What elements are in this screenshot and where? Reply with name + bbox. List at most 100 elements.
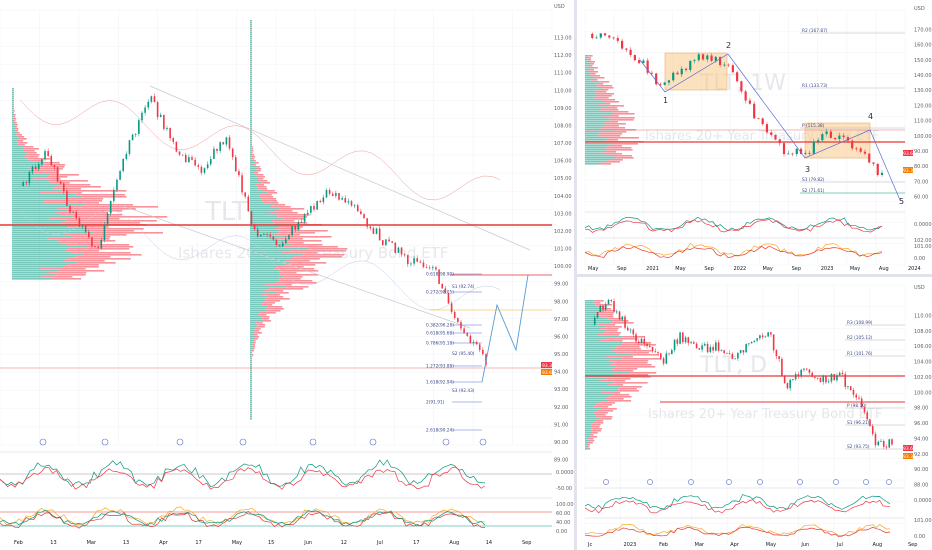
- main-channel-upper[interactable]: [149, 85, 531, 251]
- candle[interactable]: [781, 358, 783, 376]
- candle[interactable]: [394, 242, 397, 253]
- candle[interactable]: [328, 190, 331, 194]
- candle[interactable]: [608, 35, 611, 38]
- candle[interactable]: [147, 101, 150, 108]
- candle[interactable]: [234, 157, 237, 172]
- candle[interactable]: [825, 375, 827, 383]
- candle[interactable]: [159, 114, 162, 118]
- candle[interactable]: [638, 60, 641, 64]
- candle[interactable]: [156, 102, 159, 118]
- candle[interactable]: [141, 112, 143, 121]
- candle[interactable]: [671, 350, 673, 355]
- candle[interactable]: [717, 342, 720, 351]
- candle[interactable]: [388, 239, 390, 242]
- candle[interactable]: [231, 148, 234, 158]
- candle[interactable]: [335, 193, 337, 196]
- candle[interactable]: [602, 305, 604, 310]
- daily-price-axis[interactable]: 110.00 108.00 106.00 104.00 102.00 100.00 98.0…: [914, 314, 932, 489]
- candle[interactable]: [836, 375, 838, 381]
- candle[interactable]: [625, 48, 628, 50]
- candle[interactable]: [78, 218, 81, 227]
- candle[interactable]: [269, 234, 272, 237]
- candle[interactable]: [651, 347, 654, 352]
- candle[interactable]: [822, 375, 824, 382]
- candle[interactable]: [860, 398, 863, 408]
- candle[interactable]: [757, 118, 760, 120]
- candle[interactable]: [310, 205, 312, 213]
- candle[interactable]: [844, 374, 847, 387]
- candle[interactable]: [728, 353, 731, 354]
- candle[interactable]: [375, 228, 378, 234]
- candle[interactable]: [428, 267, 431, 269]
- candle[interactable]: [761, 118, 764, 125]
- candle[interactable]: [294, 226, 297, 230]
- candle[interactable]: [866, 412, 869, 420]
- candle[interactable]: [737, 352, 739, 359]
- candle[interactable]: [138, 120, 140, 134]
- candle[interactable]: [410, 263, 412, 265]
- candle[interactable]: [786, 383, 789, 389]
- candle[interactable]: [400, 247, 403, 255]
- candle[interactable]: [25, 182, 28, 184]
- weekly-candles[interactable]: [591, 32, 884, 177]
- candle[interactable]: [816, 377, 819, 379]
- candle[interactable]: [34, 166, 37, 170]
- candle[interactable]: [209, 159, 212, 165]
- candle[interactable]: [859, 148, 862, 152]
- candle[interactable]: [97, 247, 99, 249]
- candle[interactable]: [450, 303, 453, 313]
- candle[interactable]: [353, 205, 356, 207]
- candle[interactable]: [816, 140, 820, 142]
- candle[interactable]: [72, 211, 74, 213]
- candle[interactable]: [604, 304, 607, 310]
- candle[interactable]: [829, 131, 832, 138]
- candle[interactable]: [75, 211, 78, 219]
- candle[interactable]: [466, 333, 469, 336]
- candle[interactable]: [100, 239, 103, 249]
- candle[interactable]: [680, 68, 683, 75]
- candle[interactable]: [184, 154, 187, 163]
- candle[interactable]: [131, 134, 134, 141]
- weekly-chart[interactable]: TLT, 1W Ishares 20+ Year Treasury Bond E…: [584, 6, 932, 272]
- candle[interactable]: [175, 141, 178, 152]
- candle[interactable]: [720, 350, 723, 352]
- candle[interactable]: [275, 239, 278, 246]
- candle[interactable]: [723, 64, 726, 66]
- candle[interactable]: [407, 255, 409, 265]
- candle[interactable]: [872, 162, 875, 164]
- candle[interactable]: [47, 151, 49, 157]
- main-time-axis[interactable]: Feb 13 Mar 13 Apr 17 May 15 Jun 12 Jul 17 Aug 14 Sep: [14, 540, 531, 546]
- candle[interactable]: [782, 143, 786, 154]
- candle[interactable]: [416, 258, 418, 262]
- candle[interactable]: [191, 157, 193, 160]
- candle[interactable]: [163, 114, 165, 129]
- candle[interactable]: [774, 134, 777, 140]
- candle[interactable]: [250, 211, 253, 226]
- candle[interactable]: [360, 211, 362, 215]
- candle[interactable]: [144, 107, 146, 113]
- candle[interactable]: [260, 235, 262, 237]
- candle[interactable]: [646, 343, 648, 347]
- candle[interactable]: [851, 140, 854, 149]
- candle[interactable]: [804, 152, 807, 154]
- candle[interactable]: [794, 374, 797, 380]
- candle[interactable]: [438, 269, 440, 284]
- daily-osc2-line[interactable]: [584, 524, 891, 536]
- weekly-price-axis[interactable]: 170.00 160.00 150.00 140.00 130.00 120.00 110.…: [914, 28, 932, 201]
- candle[interactable]: [770, 332, 772, 335]
- candle[interactable]: [642, 60, 645, 64]
- candle[interactable]: [748, 100, 752, 104]
- candle[interactable]: [654, 351, 657, 353]
- candle[interactable]: [150, 96, 153, 102]
- right-panel-divider[interactable]: [577, 274, 932, 277]
- main-chart[interactable]: TLT, 4 Ishares 20+ Year Treasury Bond ET…: [0, 0, 574, 550]
- candle[interactable]: [877, 441, 880, 446]
- candle[interactable]: [463, 328, 465, 334]
- candle[interactable]: [403, 254, 406, 256]
- candle[interactable]: [591, 33, 594, 39]
- main-candles[interactable]: [22, 93, 487, 367]
- candle[interactable]: [44, 151, 46, 160]
- candle[interactable]: [800, 369, 802, 377]
- candle[interactable]: [94, 246, 96, 248]
- candle[interactable]: [868, 153, 871, 163]
